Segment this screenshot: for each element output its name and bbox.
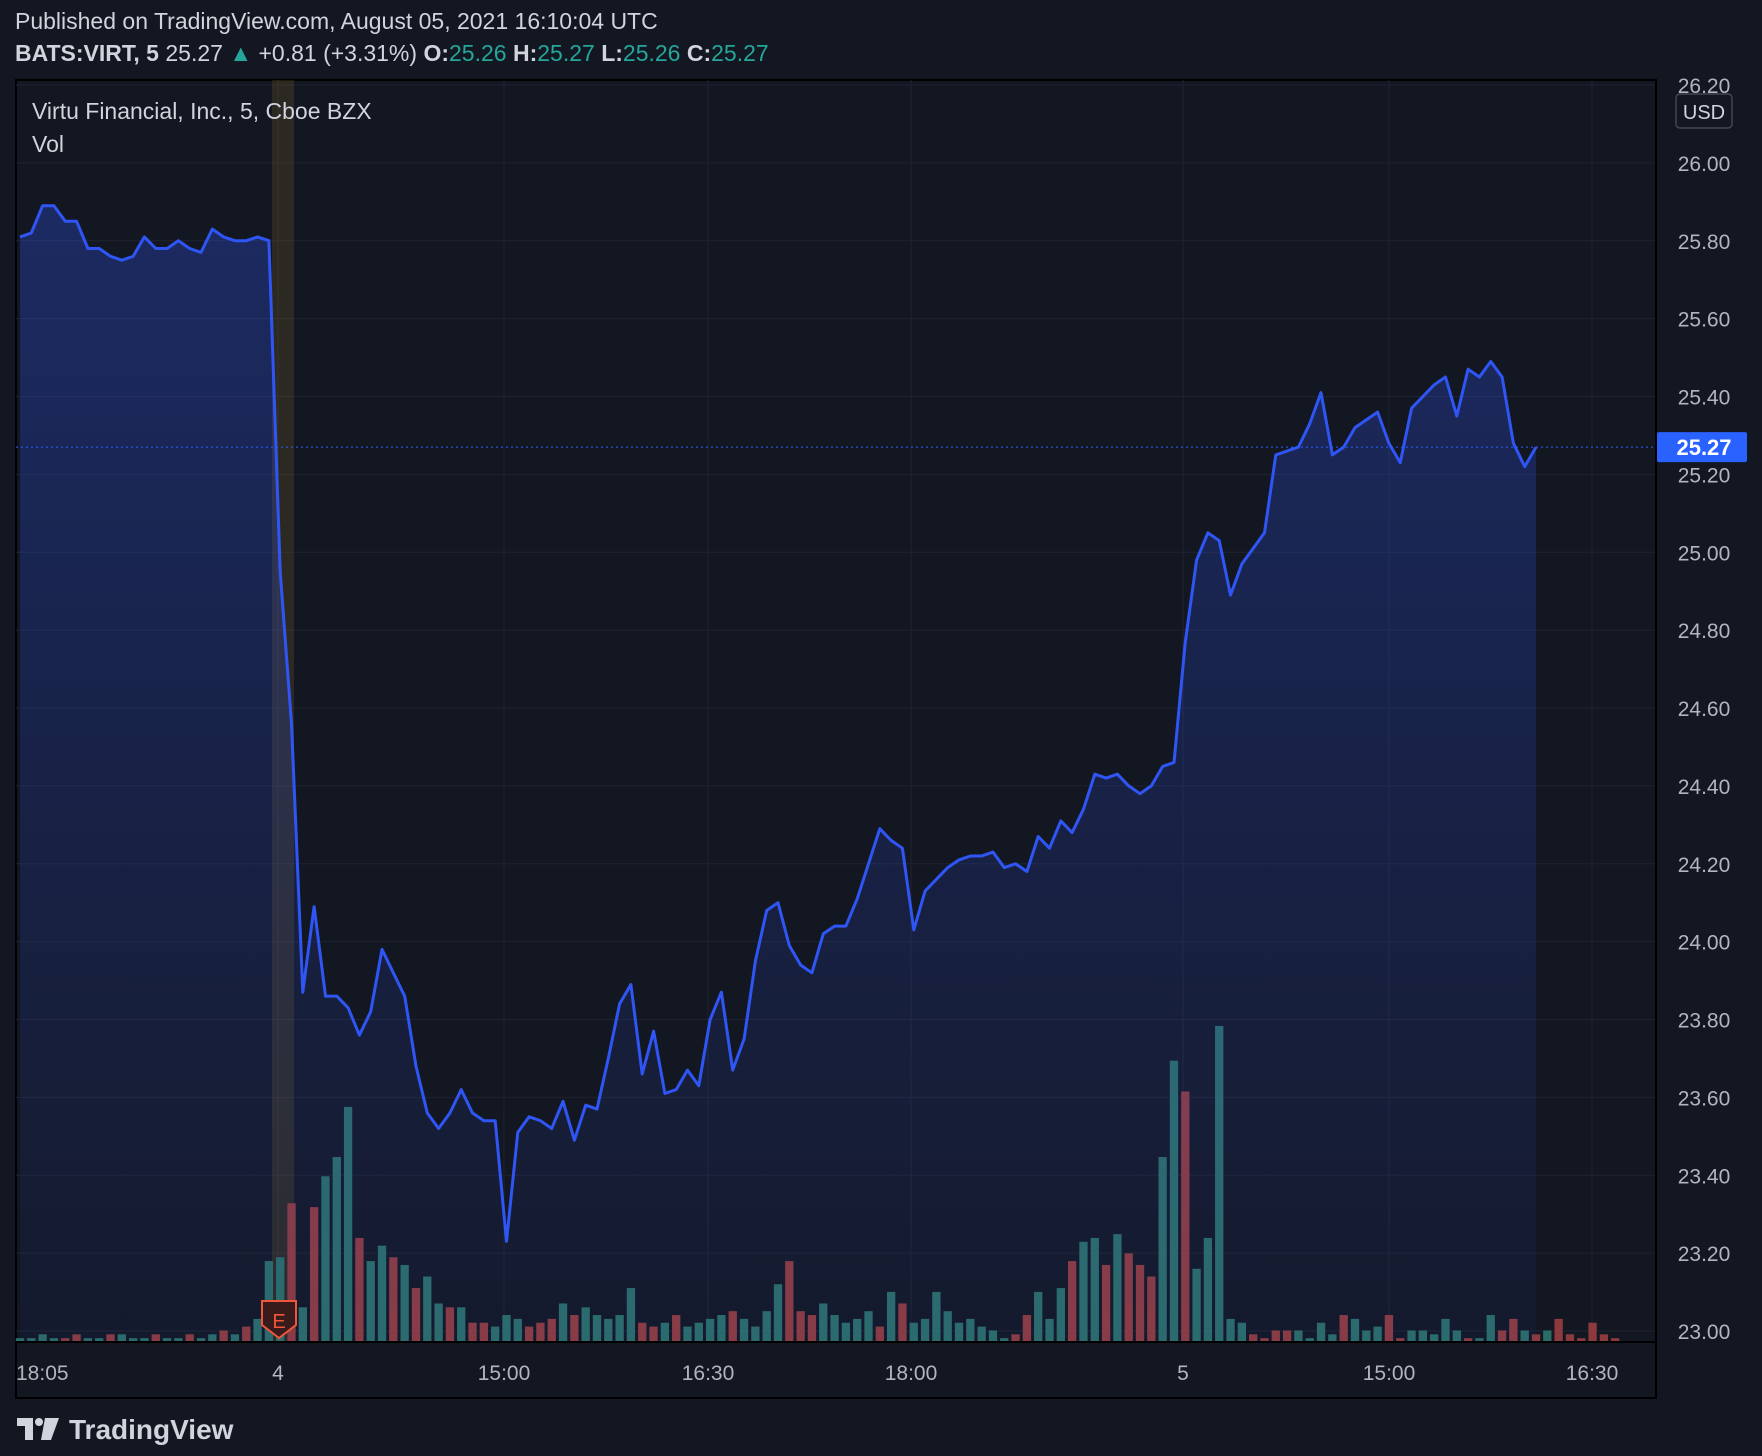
price-tick-label: 25.20	[1678, 464, 1731, 487]
up-arrow-icon: ▲	[229, 40, 253, 66]
price-tick-label: 25.00	[1678, 542, 1731, 565]
price-tick-label: 26.20	[1678, 75, 1731, 98]
price-tick-label: 25.60	[1678, 309, 1731, 332]
time-tick-label: 15:00	[478, 1362, 531, 1385]
time-tick-label: 16:30	[1566, 1362, 1619, 1385]
high-value: 25.27	[537, 40, 595, 66]
currency-badge[interactable]: USD	[1675, 93, 1733, 129]
price-tick-label: 24.60	[1678, 698, 1731, 721]
time-tick-label: 5	[1177, 1362, 1189, 1385]
price-change: +0.81 (+3.31%)	[258, 40, 418, 66]
legend-volume: Vol	[32, 131, 64, 157]
tradingview-logo-icon	[17, 1418, 59, 1440]
time-tick-label: 15:00	[1363, 1362, 1416, 1385]
price-axis[interactable]: 23.00 23.20 23.40 23.60 23.80 24.00 24.20 24.40…	[1678, 75, 1731, 1344]
high-label: H:	[512, 40, 538, 66]
last-price: 25.27	[165, 40, 223, 66]
volume-bar	[1577, 1338, 1586, 1342]
price-tick-label: 24.40	[1678, 776, 1731, 799]
price-tick-label: 23.80	[1678, 1010, 1731, 1033]
volume-bar	[1565, 1334, 1575, 1342]
low-value: 25.26	[622, 40, 681, 66]
volume-bar	[1543, 1330, 1552, 1342]
chart-header: Published on TradingView.com, August 05,…	[0, 0, 1762, 80]
open-value: 25.26	[449, 40, 507, 66]
footer-brand: TradingView	[69, 1414, 234, 1445]
current-price-badge: 25.27	[1657, 432, 1747, 463]
time-tick-label: 18:00	[885, 1362, 938, 1385]
time-axis[interactable]: 18:05 4 15:00 16:30 18:00 5 15:00 16:30	[16, 1362, 1618, 1385]
price-tick-label: 25.80	[1678, 231, 1731, 254]
price-tick-label: 25.40	[1678, 387, 1731, 410]
price-tick-label: 23.20	[1678, 1243, 1731, 1266]
price-tick-label: 23.40	[1678, 1165, 1731, 1188]
price-tick-label: 24.80	[1678, 620, 1731, 643]
volume-bar	[1599, 1334, 1609, 1342]
time-tick-label: 16:30	[682, 1362, 735, 1385]
price-chart[interactable]: 23.00 23.20 23.40 23.60 23.80 24.00 24.20 24.40…	[0, 0, 1762, 1410]
quote-line: BATS:VIRT, 5 25.27 ▲ +0.81 (+3.31%) O:25…	[15, 40, 769, 67]
price-tick-label: 24.20	[1678, 854, 1731, 877]
volume-bar	[1588, 1322, 1597, 1342]
low-label: L:	[601, 40, 623, 66]
open-label: O:	[423, 40, 449, 66]
earnings-marker-label: E	[272, 1311, 285, 1333]
close-label: C:	[686, 40, 712, 66]
price-tick-label: 23.00	[1678, 1321, 1731, 1344]
time-tick-label: 4	[272, 1362, 284, 1385]
published-text: Published on TradingView.com, August 05,…	[15, 8, 658, 34]
symbol-label[interactable]: BATS:VIRT, 5	[15, 40, 159, 66]
legend-title: Virtu Financial, Inc., 5, Cboe BZX	[32, 98, 372, 124]
current-price-label: 25.27	[1676, 435, 1731, 460]
currency-label: USD	[1683, 102, 1725, 124]
price-tick-label: 26.00	[1678, 153, 1731, 176]
footer-logo[interactable]: TradingView	[15, 1410, 233, 1450]
price-area-fill	[20, 205, 1536, 1343]
price-line[interactable]	[19, 204, 1538, 1243]
volume-bar	[1554, 1318, 1563, 1342]
price-tick-label: 23.60	[1678, 1087, 1731, 1110]
time-tick-label: 18:05	[16, 1362, 69, 1385]
price-tick-label: 24.00	[1678, 932, 1731, 955]
volume-bar	[1611, 1338, 1620, 1342]
earnings-marker[interactable]: E	[261, 1300, 297, 1340]
close-value: 25.27	[711, 40, 769, 66]
